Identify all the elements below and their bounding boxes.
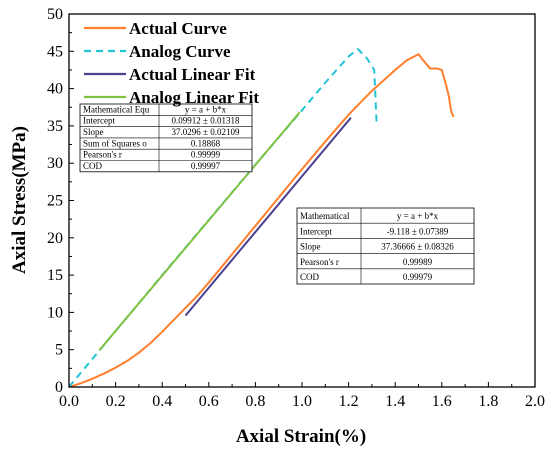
x-tick-label: 1.4	[385, 393, 405, 410]
series-line-actual-curve	[69, 53, 455, 387]
fit-table-label-cell: Intercept	[83, 116, 115, 126]
fit-table-border	[296, 207, 475, 285]
legend-label: Analog Curve	[129, 42, 231, 61]
y-tick-label: 40	[47, 81, 63, 98]
fit-table-label-cell: Slope	[300, 242, 321, 252]
x-axis-title: Axial Strain(%)	[236, 426, 366, 447]
fit-table-label-cell: Pearson's r	[83, 150, 122, 160]
y-tick-label: 5	[55, 342, 63, 359]
legend-item-analog-linear-fit: Analog Linear Fit	[84, 88, 259, 107]
x-tick-label: 0.6	[199, 393, 219, 410]
fit-table-value-cell: 0.99989	[403, 257, 433, 267]
y-tick-label: 50	[47, 6, 63, 23]
fit-table-label-cell: Intercept	[300, 226, 332, 236]
fit-table-value-cell: 37.36666 ± 0.08326	[381, 242, 454, 252]
x-tick-label: 0.8	[245, 393, 265, 410]
y-tick-label: 45	[47, 43, 63, 60]
x-tick-label: 1.2	[339, 393, 359, 410]
series-layer	[69, 48, 455, 387]
fit-table-label-cell: Mathematical Equ	[83, 104, 150, 114]
x-tick-label: 0.4	[152, 393, 172, 410]
fit-table-value-cell: 0.18868	[191, 138, 221, 148]
y-tick-label: 0	[55, 379, 63, 396]
series-line-analog-linear-fit	[98, 111, 301, 351]
axes: 0.0 0.2 0.4 0.6 0.8 1.0 1.2 1.4 1.6 1.8 2.0 0 5 10 15 2…	[47, 6, 545, 410]
fit-table-label-cell: COD	[83, 161, 103, 171]
x-tick-label: 0.0	[59, 393, 79, 410]
fit-table-label-cell: Pearson's r	[300, 257, 339, 267]
legend-item-analog-curve: Analog Curve	[84, 42, 231, 61]
fit-table-label-cell: Sum of Squares o	[83, 138, 147, 148]
fit-table-label-cell: Slope	[83, 127, 104, 137]
y-tick-label: 35	[47, 118, 63, 135]
fit-table-value-cell: y = a + b*x	[397, 211, 439, 221]
legend-label: Analog Linear Fit	[129, 88, 259, 107]
fit-table-value-cell: 37.0296 ± 0.02109	[172, 127, 240, 137]
fit-table-label-cell: Mathematical	[300, 211, 350, 221]
y-axis-title: Axial Stress(MPa)	[9, 126, 30, 274]
fit-table-value-cell: 0.09912 ± 0.01318	[172, 116, 240, 126]
legend-label: Actual Linear Fit	[129, 65, 256, 84]
y-tick-label: 30	[47, 155, 63, 172]
x-tick-label: 2.0	[525, 393, 545, 410]
y-tick-label: 10	[47, 304, 63, 321]
x-tick-label: 1.8	[478, 393, 498, 410]
legend-label: Actual Curve	[129, 19, 227, 38]
fit-table-layer: Mathematical Equ y = a + b*x Intercept 0.09…	[79, 103, 475, 285]
x-tick-label: 1.0	[292, 393, 312, 410]
y-tick-label: 15	[47, 267, 63, 284]
fit-table-label-cell: COD	[300, 272, 320, 282]
legend: Actual Curve Analog Curve Actual Linear Fi…	[84, 19, 259, 107]
x-tick-label: 0.2	[106, 393, 126, 410]
fit-table-value-cell: -9.118 ± 0.07389	[387, 226, 449, 236]
legend-item-actual-linear-fit: Actual Linear Fit	[84, 65, 256, 84]
y-tick-label: 20	[47, 230, 63, 247]
series-line-actual-linear-fit	[184, 117, 352, 317]
fit-table-value-cell: 0.99997	[191, 161, 221, 171]
fit-table-lower-right: Mathematical y = a + b*x Intercept -9.118 ±…	[296, 207, 475, 285]
fit-table-value-cell: 0.99999	[191, 150, 221, 160]
y-tick-label: 25	[47, 193, 63, 210]
fit-table-value-cell: 0.99979	[403, 272, 433, 282]
legend-item-actual-curve: Actual Curve	[84, 19, 227, 38]
x-tick-label: 1.6	[432, 393, 452, 410]
fit-table-upper-left: Mathematical Equ y = a + b*x Intercept 0.09…	[79, 103, 253, 173]
fit-table-value-cell: y = a + b*x	[185, 104, 227, 114]
